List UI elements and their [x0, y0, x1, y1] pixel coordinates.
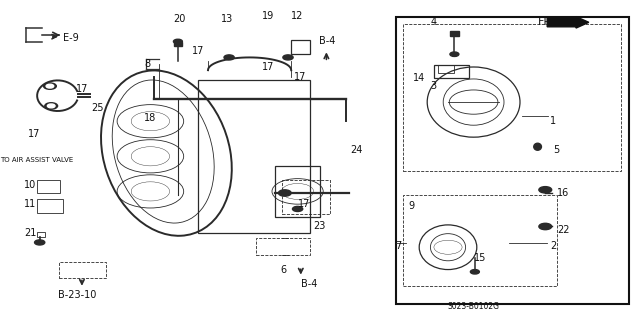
Circle shape [292, 206, 303, 211]
Text: 3: 3 [431, 81, 437, 91]
Text: B-4: B-4 [319, 36, 335, 47]
Circle shape [283, 55, 293, 60]
Text: 17: 17 [298, 199, 310, 209]
Circle shape [539, 223, 552, 230]
Circle shape [539, 187, 552, 193]
Text: 8: 8 [144, 59, 150, 69]
Text: 18: 18 [144, 113, 156, 123]
Text: FR.: FR. [538, 17, 555, 27]
Bar [59, 262, 106, 278]
Text: 22: 22 [557, 225, 570, 235]
Bar [403, 195, 557, 286]
Bar [282, 180, 330, 214]
Text: S023-B0102G: S023-B0102G [447, 302, 500, 311]
FancyArrow shape [547, 17, 589, 28]
Text: B-4: B-4 [301, 279, 317, 289]
Bar [37, 180, 60, 193]
Text: 12: 12 [291, 11, 303, 21]
Text: 19: 19 [262, 11, 275, 21]
Circle shape [470, 270, 479, 274]
Text: 14: 14 [413, 73, 425, 83]
Text: TO AIR ASSIST VALVE: TO AIR ASSIST VALVE [0, 157, 73, 162]
Text: 17: 17 [294, 71, 307, 82]
Text: 2: 2 [550, 241, 557, 251]
Text: 17: 17 [28, 129, 40, 139]
Text: 25: 25 [92, 103, 104, 114]
Text: 9: 9 [408, 201, 415, 211]
Circle shape [173, 39, 182, 44]
Bar [434, 65, 469, 78]
Text: E-9: E-9 [63, 33, 79, 43]
Text: B-23-10: B-23-10 [58, 290, 96, 300]
Bar [37, 232, 45, 237]
Bar [198, 80, 310, 233]
Text: 4: 4 [431, 17, 437, 27]
Ellipse shape [534, 143, 541, 150]
Bar [403, 24, 621, 171]
Bar [275, 166, 320, 217]
Circle shape [278, 190, 291, 196]
Text: 11: 11 [24, 199, 36, 209]
Text: 23: 23 [314, 221, 326, 232]
Circle shape [224, 55, 234, 60]
Text: 24: 24 [351, 145, 363, 155]
Text: 10: 10 [24, 180, 36, 190]
Bar [37, 198, 63, 213]
Bar [256, 238, 310, 255]
Circle shape [450, 52, 459, 56]
Text: 6: 6 [280, 264, 287, 275]
Circle shape [47, 104, 55, 108]
Bar [396, 17, 629, 304]
Circle shape [44, 83, 56, 89]
Circle shape [35, 240, 45, 245]
Text: 21: 21 [24, 228, 36, 238]
Text: 15: 15 [474, 253, 486, 263]
Text: 5: 5 [554, 145, 560, 155]
Text: 13: 13 [221, 14, 233, 24]
Text: 17: 17 [262, 62, 275, 72]
Text: 20: 20 [173, 14, 185, 24]
Bar [450, 31, 459, 36]
Circle shape [46, 84, 54, 88]
Bar [291, 40, 310, 54]
Text: 16: 16 [557, 188, 569, 198]
Circle shape [45, 103, 58, 109]
Bar [438, 65, 454, 73]
Text: 7: 7 [396, 241, 402, 251]
Text: 1: 1 [550, 116, 557, 126]
Bar [174, 42, 182, 46]
Text: 17: 17 [76, 84, 88, 94]
Text: 17: 17 [192, 46, 204, 56]
